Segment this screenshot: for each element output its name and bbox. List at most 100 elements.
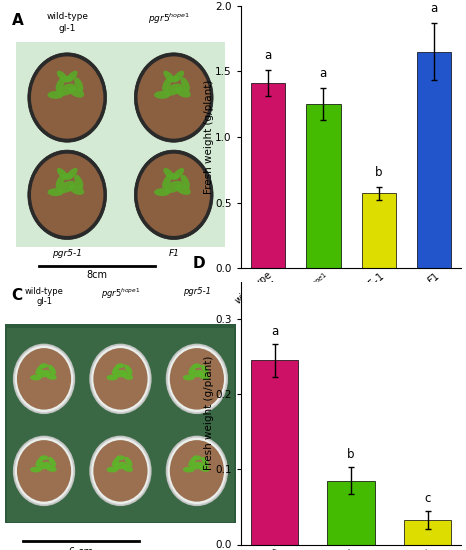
Ellipse shape bbox=[181, 77, 190, 91]
Circle shape bbox=[167, 437, 227, 505]
Y-axis label: Fresh weight (g/plant): Fresh weight (g/plant) bbox=[204, 356, 214, 470]
Circle shape bbox=[170, 348, 224, 410]
Ellipse shape bbox=[181, 174, 190, 189]
Ellipse shape bbox=[168, 76, 179, 82]
Ellipse shape bbox=[58, 181, 76, 193]
Text: c: c bbox=[425, 492, 431, 505]
Text: pgr5-1: pgr5-1 bbox=[183, 287, 211, 296]
Ellipse shape bbox=[38, 462, 50, 470]
Y-axis label: Fresh weight (g/plant): Fresh weight (g/plant) bbox=[204, 80, 214, 194]
Ellipse shape bbox=[188, 365, 196, 375]
Ellipse shape bbox=[74, 77, 83, 91]
Text: A: A bbox=[12, 13, 23, 29]
Ellipse shape bbox=[57, 71, 69, 82]
Circle shape bbox=[17, 440, 71, 502]
Ellipse shape bbox=[188, 457, 196, 466]
Ellipse shape bbox=[192, 364, 201, 368]
Ellipse shape bbox=[125, 365, 132, 375]
Bar bbox=[404, 520, 451, 544]
Ellipse shape bbox=[201, 365, 209, 375]
Ellipse shape bbox=[57, 168, 69, 179]
Text: $pgr5^{hope1}$: $pgr5^{hope1}$ bbox=[101, 287, 140, 301]
Ellipse shape bbox=[162, 174, 171, 189]
Circle shape bbox=[14, 437, 74, 505]
Bar bbox=[251, 83, 285, 268]
Ellipse shape bbox=[58, 84, 76, 96]
Ellipse shape bbox=[74, 174, 83, 189]
Ellipse shape bbox=[183, 375, 195, 381]
Ellipse shape bbox=[66, 71, 77, 82]
Ellipse shape bbox=[164, 168, 175, 179]
Text: a: a bbox=[320, 68, 327, 80]
Ellipse shape bbox=[164, 71, 175, 82]
Ellipse shape bbox=[30, 466, 42, 472]
Ellipse shape bbox=[107, 466, 118, 472]
Ellipse shape bbox=[201, 457, 209, 466]
Ellipse shape bbox=[66, 168, 77, 179]
Circle shape bbox=[17, 348, 71, 410]
Ellipse shape bbox=[175, 184, 191, 195]
Text: a: a bbox=[264, 49, 272, 62]
Ellipse shape bbox=[114, 370, 127, 377]
Ellipse shape bbox=[48, 188, 64, 196]
Circle shape bbox=[14, 345, 74, 413]
Ellipse shape bbox=[107, 375, 118, 381]
Ellipse shape bbox=[112, 365, 120, 375]
FancyBboxPatch shape bbox=[5, 323, 236, 524]
Bar bbox=[306, 104, 341, 268]
Ellipse shape bbox=[62, 76, 73, 82]
Text: gl-1: gl-1 bbox=[36, 298, 52, 306]
Text: C: C bbox=[12, 288, 23, 303]
Ellipse shape bbox=[35, 457, 43, 466]
Ellipse shape bbox=[154, 188, 170, 196]
Text: pgr5-1: pgr5-1 bbox=[52, 249, 82, 258]
Ellipse shape bbox=[30, 375, 42, 381]
Circle shape bbox=[134, 150, 213, 239]
Ellipse shape bbox=[191, 370, 203, 377]
Circle shape bbox=[170, 440, 224, 502]
Circle shape bbox=[137, 57, 210, 139]
Ellipse shape bbox=[122, 465, 133, 472]
Ellipse shape bbox=[162, 77, 171, 91]
Text: a: a bbox=[431, 2, 438, 15]
Bar bbox=[251, 360, 298, 544]
Ellipse shape bbox=[114, 462, 127, 470]
Circle shape bbox=[90, 345, 151, 413]
Text: a: a bbox=[271, 325, 278, 338]
Ellipse shape bbox=[48, 91, 64, 99]
Ellipse shape bbox=[172, 168, 184, 179]
Circle shape bbox=[28, 150, 107, 239]
Ellipse shape bbox=[172, 71, 184, 82]
Ellipse shape bbox=[35, 365, 43, 375]
Ellipse shape bbox=[55, 77, 65, 91]
Bar bbox=[417, 52, 451, 268]
Ellipse shape bbox=[175, 87, 191, 97]
Circle shape bbox=[31, 153, 103, 236]
Ellipse shape bbox=[45, 465, 57, 472]
Ellipse shape bbox=[55, 174, 65, 189]
Ellipse shape bbox=[198, 465, 210, 472]
Text: 6 cm: 6 cm bbox=[69, 547, 93, 550]
FancyBboxPatch shape bbox=[7, 328, 234, 522]
Ellipse shape bbox=[168, 173, 179, 180]
Ellipse shape bbox=[165, 181, 183, 193]
Circle shape bbox=[93, 348, 148, 410]
Text: wild-type: wild-type bbox=[46, 12, 88, 21]
Circle shape bbox=[167, 345, 227, 413]
Circle shape bbox=[134, 53, 213, 142]
Ellipse shape bbox=[125, 457, 132, 466]
Bar bbox=[362, 194, 396, 268]
Circle shape bbox=[31, 57, 103, 139]
Ellipse shape bbox=[69, 87, 84, 97]
Ellipse shape bbox=[191, 462, 203, 470]
Circle shape bbox=[28, 53, 107, 142]
Ellipse shape bbox=[165, 84, 183, 96]
Ellipse shape bbox=[198, 373, 210, 380]
Ellipse shape bbox=[38, 370, 50, 377]
Text: 8cm: 8cm bbox=[87, 270, 108, 280]
Ellipse shape bbox=[116, 364, 125, 368]
Ellipse shape bbox=[116, 455, 125, 460]
Text: b: b bbox=[375, 166, 383, 179]
Text: wild-type: wild-type bbox=[25, 287, 63, 296]
Text: $pgr5^{hope1}$: $pgr5^{hope1}$ bbox=[148, 12, 190, 26]
